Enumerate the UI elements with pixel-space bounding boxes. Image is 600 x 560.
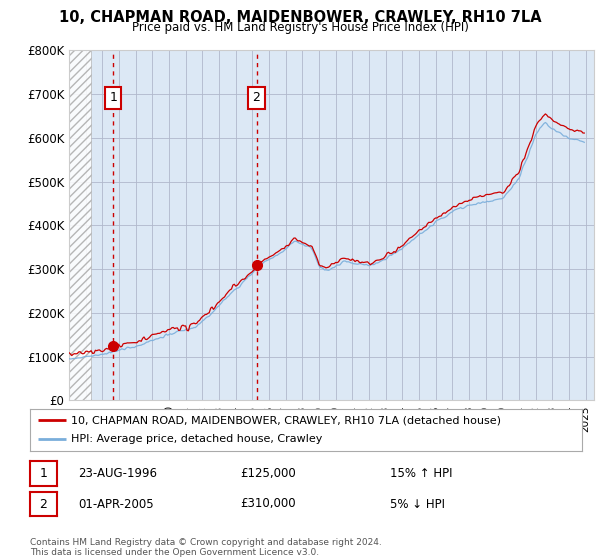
Text: 10, CHAPMAN ROAD, MAIDENBOWER, CRAWLEY, RH10 7LA: 10, CHAPMAN ROAD, MAIDENBOWER, CRAWLEY, … (59, 10, 541, 25)
Text: 2: 2 (40, 497, 47, 511)
Text: £310,000: £310,000 (240, 497, 296, 511)
Text: Price paid vs. HM Land Registry's House Price Index (HPI): Price paid vs. HM Land Registry's House … (131, 21, 469, 34)
Text: Contains HM Land Registry data © Crown copyright and database right 2024.
This d: Contains HM Land Registry data © Crown c… (30, 538, 382, 557)
Text: 2: 2 (253, 91, 260, 104)
Text: 1: 1 (40, 466, 47, 480)
Text: 5% ↓ HPI: 5% ↓ HPI (390, 497, 445, 511)
Text: 23-AUG-1996: 23-AUG-1996 (78, 466, 157, 480)
Bar (69, 50, 91, 400)
Text: £125,000: £125,000 (240, 466, 296, 480)
Text: 01-APR-2005: 01-APR-2005 (78, 497, 154, 511)
Text: 1: 1 (109, 91, 117, 104)
Text: 10, CHAPMAN ROAD, MAIDENBOWER, CRAWLEY, RH10 7LA (detached house): 10, CHAPMAN ROAD, MAIDENBOWER, CRAWLEY, … (71, 415, 502, 425)
Text: HPI: Average price, detached house, Crawley: HPI: Average price, detached house, Craw… (71, 435, 323, 445)
Text: 15% ↑ HPI: 15% ↑ HPI (390, 466, 452, 480)
